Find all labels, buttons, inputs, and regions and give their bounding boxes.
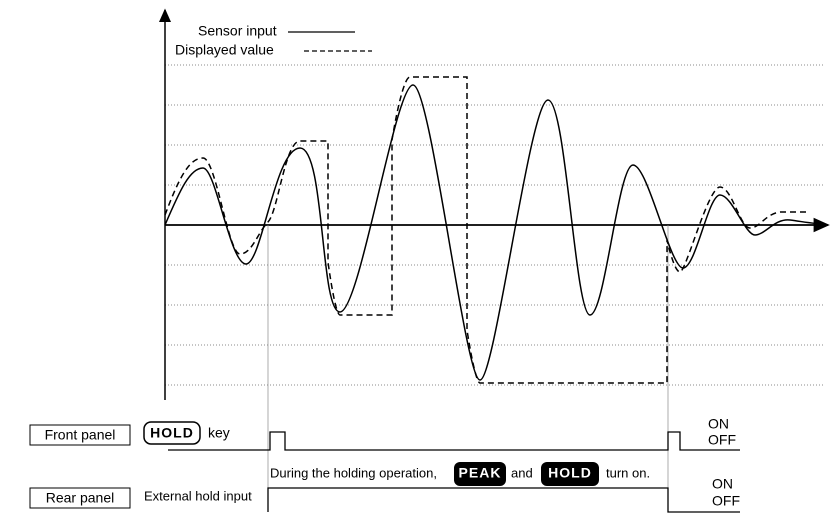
off-label: OFF bbox=[708, 432, 736, 448]
label-box bbox=[29, 487, 131, 509]
sensor-curve bbox=[164, 84, 826, 381]
legend-label: Sensor input bbox=[198, 23, 277, 39]
legend-label: Displayed value bbox=[175, 42, 274, 58]
input-label: External hold input bbox=[144, 488, 252, 503]
rear-label: Rear panel bbox=[46, 490, 115, 506]
front-label: Front panel bbox=[45, 427, 116, 443]
displayed-curve bbox=[164, 76, 810, 384]
badge-text: HOLD bbox=[548, 465, 592, 481]
note-text: and bbox=[511, 465, 533, 480]
key-frame bbox=[143, 421, 201, 445]
badge-text: PEAK bbox=[459, 465, 502, 481]
note-text: During the holding operation, bbox=[270, 465, 437, 480]
key-text: key bbox=[208, 425, 230, 441]
key-name: HOLD bbox=[150, 425, 194, 441]
note-text: turn on. bbox=[606, 465, 650, 480]
badge bbox=[454, 462, 506, 486]
on-label: ON bbox=[708, 416, 729, 432]
rear-signal bbox=[267, 487, 740, 513]
grid bbox=[165, 64, 825, 386]
front-signal bbox=[168, 431, 740, 451]
label-box bbox=[29, 424, 131, 446]
on-label: ON bbox=[712, 476, 733, 492]
off-label: OFF bbox=[712, 493, 740, 509]
badge bbox=[541, 462, 599, 486]
